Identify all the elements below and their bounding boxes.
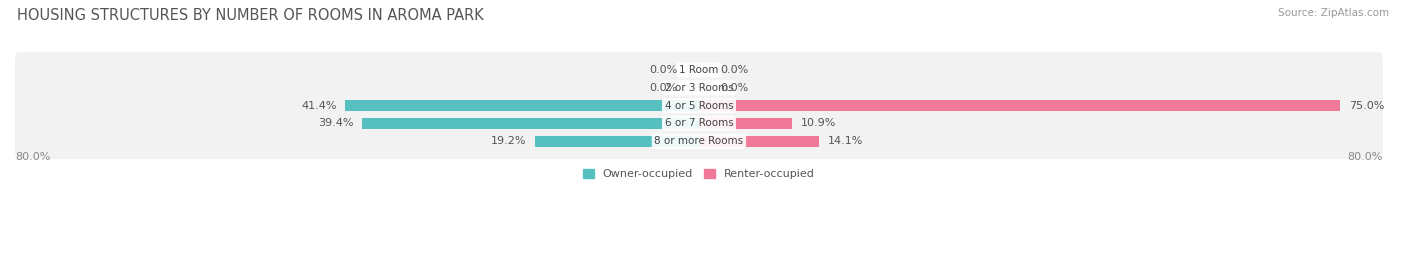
Legend: Owner-occupied, Renter-occupied: Owner-occupied, Renter-occupied	[578, 164, 820, 184]
Text: 2 or 3 Rooms: 2 or 3 Rooms	[665, 83, 734, 93]
Text: 39.4%: 39.4%	[318, 118, 353, 128]
Bar	[699, 100, 1340, 111]
Text: 0.0%: 0.0%	[720, 83, 748, 93]
Text: Source: ZipAtlas.com: Source: ZipAtlas.com	[1278, 8, 1389, 18]
Text: 41.4%: 41.4%	[301, 101, 336, 111]
Text: 0.0%: 0.0%	[720, 65, 748, 75]
FancyBboxPatch shape	[15, 70, 1384, 106]
FancyBboxPatch shape	[15, 88, 1384, 123]
Text: 4 or 5 Rooms: 4 or 5 Rooms	[665, 101, 734, 111]
Text: 80.0%: 80.0%	[15, 151, 51, 162]
Bar	[686, 84, 699, 91]
FancyBboxPatch shape	[15, 52, 1384, 88]
Bar	[534, 136, 699, 147]
Bar	[699, 84, 711, 91]
FancyBboxPatch shape	[15, 123, 1384, 159]
Bar	[344, 100, 699, 111]
Bar	[363, 118, 699, 129]
Text: 8 or more Rooms: 8 or more Rooms	[654, 136, 744, 146]
Text: 75.0%: 75.0%	[1348, 101, 1384, 111]
Text: 19.2%: 19.2%	[491, 136, 526, 146]
Bar	[699, 67, 711, 73]
Text: 6 or 7 Rooms: 6 or 7 Rooms	[665, 118, 734, 128]
Bar	[699, 118, 792, 129]
Text: 1 Room: 1 Room	[679, 65, 718, 75]
Bar	[699, 136, 820, 147]
FancyBboxPatch shape	[15, 106, 1384, 141]
Bar	[686, 67, 699, 73]
Text: 10.9%: 10.9%	[800, 118, 837, 128]
Text: 14.1%: 14.1%	[828, 136, 863, 146]
Text: 0.0%: 0.0%	[650, 65, 678, 75]
Text: 80.0%: 80.0%	[1347, 151, 1384, 162]
Text: 0.0%: 0.0%	[650, 83, 678, 93]
Text: HOUSING STRUCTURES BY NUMBER OF ROOMS IN AROMA PARK: HOUSING STRUCTURES BY NUMBER OF ROOMS IN…	[17, 8, 484, 23]
